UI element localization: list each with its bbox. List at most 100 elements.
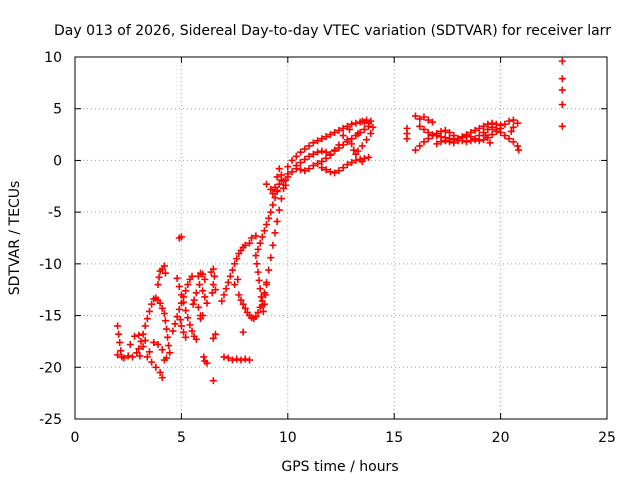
data-point <box>484 125 492 133</box>
data-point <box>288 156 296 164</box>
data-point <box>169 327 177 335</box>
data-point <box>199 270 207 278</box>
data-point <box>211 330 219 338</box>
y-tick-label: -10 <box>39 257 62 273</box>
data-point <box>411 112 419 120</box>
data-point <box>203 299 211 307</box>
data-point <box>263 180 271 188</box>
data-point <box>424 135 432 143</box>
data-point <box>164 333 172 341</box>
data-point <box>369 123 377 131</box>
data-point <box>280 177 288 185</box>
data-point <box>482 132 490 140</box>
data-point <box>269 190 277 198</box>
data-point <box>331 146 339 154</box>
data-point <box>335 141 343 149</box>
x-tick-label: 0 <box>71 430 80 446</box>
data-point <box>360 125 368 133</box>
data-point <box>301 145 309 153</box>
data-point <box>252 252 260 260</box>
data-point <box>318 157 326 165</box>
data-point <box>141 322 149 330</box>
data-point <box>558 75 566 83</box>
data-point <box>255 276 263 284</box>
y-axis-title: SDTVAR / TECUs <box>7 181 23 296</box>
data-point <box>237 296 245 304</box>
data-point <box>301 155 309 163</box>
data-point <box>265 266 273 274</box>
data-point <box>150 338 158 346</box>
data-point <box>194 303 202 311</box>
data-point <box>261 291 269 299</box>
data-point <box>480 122 488 130</box>
data-point <box>161 269 169 277</box>
data-point <box>260 227 268 235</box>
data-point <box>158 346 166 354</box>
data-point <box>358 142 366 150</box>
data-point <box>501 132 509 140</box>
data-point <box>158 304 166 312</box>
data-point <box>446 129 454 137</box>
data-point <box>256 285 264 293</box>
data-point <box>480 136 488 144</box>
data-point <box>363 116 371 124</box>
data-point <box>433 130 441 138</box>
data-point <box>154 281 162 289</box>
data-point <box>165 342 173 350</box>
data-point <box>263 281 271 289</box>
data-point <box>195 281 203 289</box>
data-point <box>161 317 169 325</box>
data-point <box>245 239 253 247</box>
data-point <box>318 135 326 143</box>
data-point <box>318 164 326 172</box>
data-point <box>175 234 183 242</box>
data-point <box>343 136 351 144</box>
data-point <box>148 358 156 366</box>
data-point <box>124 352 132 360</box>
data-point <box>224 354 232 362</box>
x-tick-label: 15 <box>385 430 403 446</box>
data-point <box>163 325 171 333</box>
data-point <box>348 120 356 128</box>
y-tick-label: -25 <box>39 412 62 428</box>
data-point <box>273 173 281 181</box>
data-point <box>292 152 300 160</box>
data-point <box>475 137 483 145</box>
data-point <box>200 353 208 361</box>
data-point <box>253 260 261 268</box>
data-point <box>275 180 283 188</box>
data-point <box>254 245 262 253</box>
data-point <box>156 299 164 307</box>
y-tick-label: -20 <box>39 360 62 376</box>
data-point <box>471 126 479 134</box>
data-point <box>241 241 249 249</box>
data-point <box>184 314 192 322</box>
data-point <box>233 255 241 263</box>
data-point <box>188 272 196 280</box>
data-point <box>437 127 445 135</box>
data-point <box>160 310 168 318</box>
x-tick-label: 20 <box>492 430 510 446</box>
data-point <box>258 233 266 241</box>
data-point <box>348 140 356 148</box>
data-point <box>209 334 217 342</box>
data-point <box>326 151 334 159</box>
data-point <box>222 285 230 293</box>
data-point <box>259 307 267 315</box>
data-point <box>424 129 432 137</box>
data-point <box>463 138 471 146</box>
data-point <box>248 234 256 242</box>
data-point <box>454 137 462 145</box>
data-point <box>197 315 205 323</box>
data-point <box>128 353 136 361</box>
data-point <box>297 158 305 166</box>
data-point <box>363 136 371 144</box>
data-point <box>237 356 245 364</box>
data-point <box>126 341 134 349</box>
data-point <box>429 118 437 126</box>
data-point <box>114 351 122 359</box>
data-point <box>203 359 211 367</box>
data-point <box>209 265 217 273</box>
data-point <box>173 274 181 282</box>
data-point <box>139 330 147 338</box>
